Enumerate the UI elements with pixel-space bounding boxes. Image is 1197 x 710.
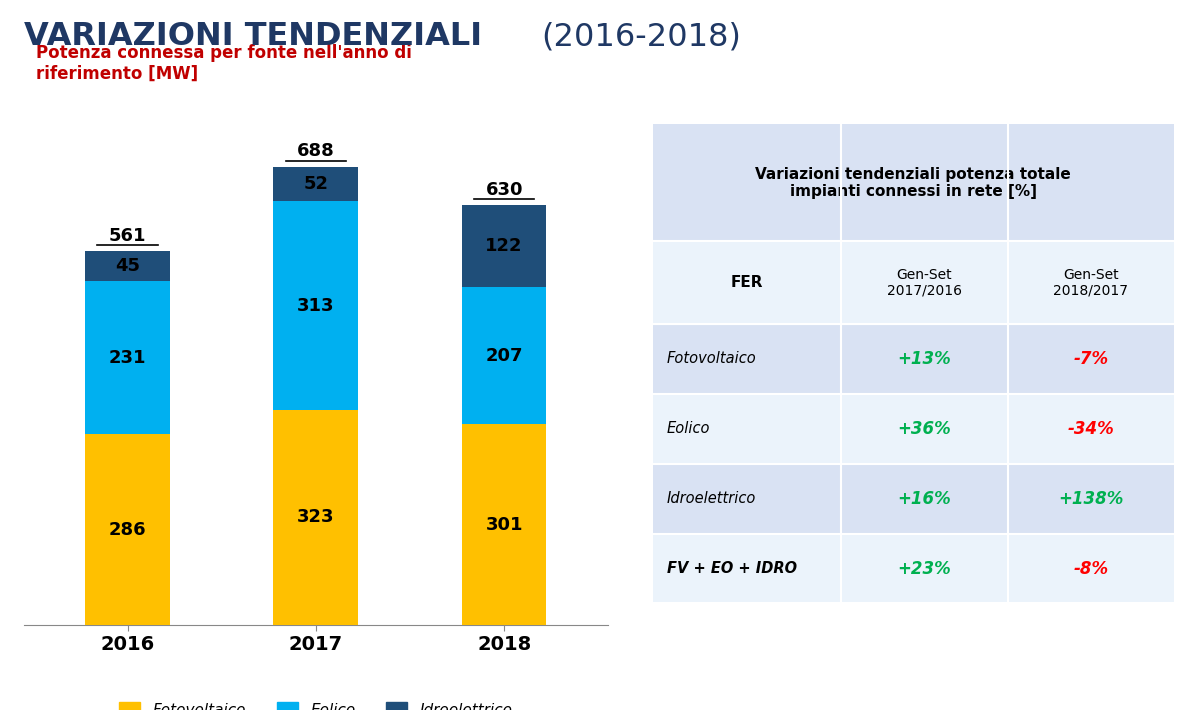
Bar — [85, 435, 170, 625]
FancyBboxPatch shape — [652, 324, 1174, 394]
FancyBboxPatch shape — [652, 464, 1174, 534]
Bar — [462, 425, 547, 625]
Text: (2016-2018): (2016-2018) — [541, 21, 741, 53]
Text: VARIAZIONI TENDENZIALI: VARIAZIONI TENDENZIALI — [24, 21, 493, 53]
Bar — [273, 202, 358, 410]
Text: 207: 207 — [485, 346, 523, 364]
Text: 630: 630 — [485, 181, 523, 199]
Text: +16%: +16% — [898, 490, 952, 508]
Text: 561: 561 — [109, 226, 146, 245]
Legend: Fotovoltaico, Eolico, Idroelettrico: Fotovoltaico, Eolico, Idroelettrico — [113, 697, 518, 710]
Bar — [462, 287, 547, 425]
FancyBboxPatch shape — [652, 124, 1174, 604]
Text: 122: 122 — [485, 237, 523, 255]
Text: FER: FER — [730, 275, 764, 290]
Bar — [462, 205, 547, 287]
Text: -34%: -34% — [1068, 420, 1114, 438]
Text: -8%: -8% — [1074, 559, 1108, 577]
Text: FV + EO + IDRO: FV + EO + IDRO — [667, 561, 796, 576]
Text: Gen-Set
2017/2016: Gen-Set 2017/2016 — [887, 268, 962, 297]
Bar — [85, 280, 170, 435]
Text: 301: 301 — [485, 515, 523, 534]
Bar — [85, 251, 170, 280]
Text: +36%: +36% — [898, 420, 952, 438]
Text: 323: 323 — [297, 508, 335, 526]
Text: Potenza connessa per fonte nell'anno di
riferimento [MW]: Potenza connessa per fonte nell'anno di … — [36, 43, 412, 82]
Text: 688: 688 — [297, 142, 335, 160]
Text: Gen-Set
2018/2017: Gen-Set 2018/2017 — [1053, 268, 1129, 297]
Text: +13%: +13% — [898, 350, 952, 368]
Text: 313: 313 — [297, 297, 335, 315]
Text: +138%: +138% — [1058, 490, 1124, 508]
Text: 231: 231 — [109, 349, 146, 366]
FancyBboxPatch shape — [652, 534, 1174, 604]
Text: Idroelettrico: Idroelettrico — [667, 491, 755, 506]
FancyBboxPatch shape — [652, 241, 1174, 324]
FancyBboxPatch shape — [652, 394, 1174, 464]
Bar — [273, 410, 358, 625]
Text: Variazioni tendenziali potenza totale
impianti connessi in rete [%]: Variazioni tendenziali potenza totale im… — [755, 167, 1071, 199]
Text: +23%: +23% — [898, 559, 952, 577]
Text: Fotovoltaico: Fotovoltaico — [667, 351, 757, 366]
Text: 286: 286 — [109, 520, 146, 539]
Text: 45: 45 — [115, 257, 140, 275]
Text: 52: 52 — [303, 175, 328, 193]
Text: -7%: -7% — [1074, 350, 1108, 368]
Bar — [273, 167, 358, 202]
Text: Eolico: Eolico — [667, 421, 710, 436]
